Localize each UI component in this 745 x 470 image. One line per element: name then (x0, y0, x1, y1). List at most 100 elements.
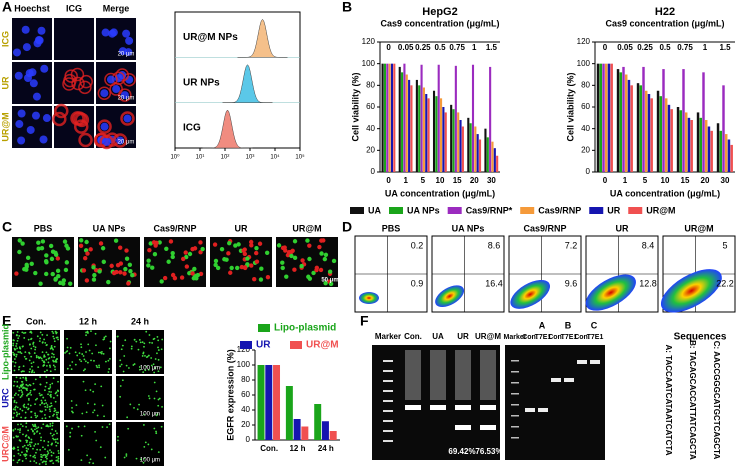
fluorescent-cell (143, 342, 146, 345)
icg-signal (97, 119, 112, 134)
fluorescent-cell (49, 423, 52, 425)
fluorescent-cell (41, 333, 44, 336)
fluorescent-cell (15, 334, 18, 336)
fluorescent-cell (21, 384, 24, 387)
fluorescent-cell (101, 404, 104, 407)
fluorescent-cell (34, 428, 36, 431)
y-tick-label: 60 (241, 390, 250, 399)
fluorescent-cell (47, 353, 50, 356)
cell (98, 241, 104, 246)
plot-label: PBS (382, 223, 401, 233)
fluorescent-cell (50, 344, 53, 347)
fluorescent-cell (27, 338, 30, 341)
x-tick-label: 1 (403, 176, 408, 185)
fluorescent-cell (155, 390, 158, 393)
fluorescent-cell (20, 423, 22, 426)
fluorescent-cell (120, 363, 123, 366)
fluorescent-cell (56, 438, 59, 440)
fluorescent-cell (32, 341, 35, 344)
nucleus (102, 137, 111, 146)
fluorescent-cell (47, 361, 50, 364)
fluorescent-cell (76, 354, 79, 357)
fluorescent-cell (46, 450, 49, 453)
fluorescent-cell (14, 361, 17, 364)
fluorescent-cell (108, 347, 111, 350)
fluorescent-cell (99, 351, 102, 354)
icg-signal (112, 133, 128, 148)
fluorescent-cell (27, 393, 29, 396)
fluorescent-cell (150, 448, 153, 451)
fluorescent-cell (13, 339, 15, 342)
fluorescent-cell (143, 457, 145, 460)
fluorescent-cell (34, 412, 36, 415)
micrograph (54, 18, 94, 60)
fluorescent-cell (145, 330, 148, 333)
fluorescent-cell (12, 408, 15, 411)
lane-label: Con. (574, 334, 590, 341)
cell (111, 270, 117, 276)
fluorescent-cell (52, 359, 54, 362)
fluorescent-cell (31, 423, 34, 426)
fluorescent-cell (27, 403, 30, 406)
top-tick-label: 0.5 (659, 43, 671, 52)
cell (319, 251, 324, 256)
fluorescent-cell (17, 393, 20, 396)
plot-label: UR@M (684, 223, 713, 233)
lane-label: UR@M (475, 332, 501, 341)
y-tick-label: 120 (362, 37, 376, 46)
y-tick-label: 0 (586, 167, 591, 176)
sequences-title: Sequences (674, 332, 727, 343)
band (525, 408, 535, 412)
cell (64, 260, 70, 265)
bar (461, 126, 464, 172)
cell (36, 246, 41, 251)
ladder-band (383, 430, 393, 432)
fluorescent-cell (65, 425, 68, 428)
scale-bar: 100 μm (140, 412, 160, 418)
bar (444, 112, 447, 172)
fluorescent-cell (108, 423, 111, 426)
fluorescent-cell (34, 414, 37, 417)
bar (679, 110, 682, 172)
fluorescent-cell (15, 353, 18, 356)
scale-bar: 100 μm (140, 366, 160, 372)
column-label: UR (235, 223, 248, 233)
top-tick-label: 0.5 (434, 43, 446, 52)
bar (425, 94, 428, 172)
fluorescent-cell (21, 391, 24, 393)
fluorescent-cell (71, 406, 73, 409)
bar (401, 72, 404, 172)
fluorescent-cell (25, 383, 28, 386)
fluorescent-cell (86, 402, 89, 405)
lane-label: Marker (504, 334, 527, 341)
fluorescent-cell (16, 339, 19, 342)
fluorescent-cell (160, 348, 163, 351)
fluorescent-cell (17, 351, 20, 353)
histogram-label: UR NPs (183, 77, 220, 88)
fluorescent-cell (38, 392, 41, 395)
cell (122, 271, 127, 276)
fluorescent-cell (120, 348, 123, 351)
histogram-label: UR@M NPs (183, 32, 238, 43)
cell (85, 251, 90, 256)
fluorescent-cell (14, 406, 17, 409)
smear (455, 350, 471, 400)
fluorescent-cell (36, 448, 39, 451)
legend-label: UR@M (646, 205, 675, 215)
cell (184, 264, 190, 269)
fluorescent-cell (157, 349, 160, 351)
cell (33, 270, 38, 276)
bar (476, 134, 479, 172)
fluorescent-cell (26, 389, 28, 392)
fluorescent-cell (18, 412, 21, 415)
fluorescent-cell (30, 438, 33, 441)
fluorescent-cell (49, 410, 52, 413)
cell (55, 268, 61, 274)
cell (40, 239, 46, 244)
nucleus (21, 25, 30, 34)
fluorescent-cell (32, 430, 34, 433)
scale-bar: 20 μm (118, 96, 135, 102)
fluorescent-cell (24, 453, 27, 456)
cell (93, 268, 99, 273)
plot-label: UA NPs (452, 223, 485, 233)
